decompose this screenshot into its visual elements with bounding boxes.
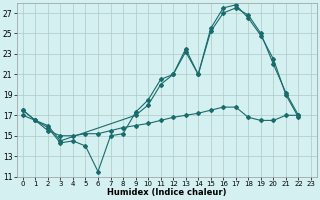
X-axis label: Humidex (Indice chaleur): Humidex (Indice chaleur) [107, 188, 227, 197]
